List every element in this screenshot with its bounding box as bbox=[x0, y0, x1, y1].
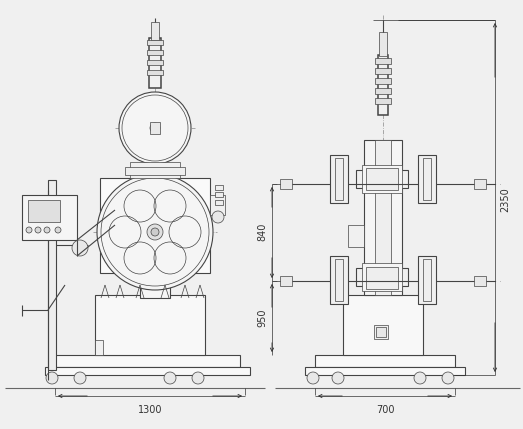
Bar bbox=[474, 179, 486, 189]
Bar bbox=[45, 367, 250, 375]
Bar bbox=[55, 355, 240, 367]
Bar bbox=[150, 122, 160, 134]
Bar bbox=[374, 325, 388, 339]
Bar bbox=[375, 58, 391, 64]
Bar bbox=[356, 268, 408, 286]
Circle shape bbox=[150, 123, 160, 133]
Bar bbox=[147, 50, 163, 55]
Circle shape bbox=[442, 372, 454, 384]
Bar bbox=[330, 256, 348, 304]
Circle shape bbox=[55, 227, 61, 233]
Bar bbox=[215, 200, 223, 205]
Bar bbox=[423, 158, 431, 200]
Bar bbox=[95, 295, 205, 355]
Bar bbox=[348, 225, 364, 247]
Bar bbox=[147, 60, 163, 65]
Bar bbox=[215, 192, 223, 197]
Circle shape bbox=[192, 372, 204, 384]
Bar bbox=[375, 98, 391, 104]
Bar bbox=[378, 55, 388, 115]
Text: 1300: 1300 bbox=[138, 405, 162, 415]
Bar bbox=[48, 180, 56, 370]
Bar bbox=[418, 155, 436, 203]
Bar bbox=[375, 68, 391, 74]
Bar bbox=[130, 162, 180, 178]
Text: 2350: 2350 bbox=[500, 187, 510, 212]
Bar bbox=[28, 200, 60, 222]
Bar bbox=[343, 295, 423, 355]
Circle shape bbox=[307, 372, 319, 384]
Circle shape bbox=[164, 372, 176, 384]
Circle shape bbox=[332, 372, 344, 384]
Bar bbox=[375, 88, 391, 94]
Bar bbox=[335, 158, 343, 200]
Bar bbox=[423, 259, 431, 301]
Bar bbox=[366, 267, 398, 289]
Bar bbox=[474, 276, 486, 286]
Bar bbox=[418, 256, 436, 304]
Bar bbox=[335, 259, 343, 301]
Circle shape bbox=[72, 240, 88, 256]
Text: 840: 840 bbox=[257, 223, 267, 241]
Bar bbox=[305, 367, 465, 375]
Circle shape bbox=[26, 227, 32, 233]
Bar bbox=[22, 195, 77, 240]
Circle shape bbox=[414, 372, 426, 384]
Circle shape bbox=[46, 372, 58, 384]
Circle shape bbox=[119, 92, 191, 164]
Text: 700: 700 bbox=[376, 405, 394, 415]
Bar bbox=[280, 276, 292, 286]
Circle shape bbox=[44, 227, 50, 233]
Bar bbox=[100, 178, 210, 273]
Bar bbox=[149, 38, 161, 88]
Bar bbox=[147, 70, 163, 75]
Bar bbox=[315, 355, 455, 367]
Text: 950: 950 bbox=[257, 309, 267, 327]
Bar bbox=[95, 340, 103, 355]
Bar bbox=[215, 185, 223, 190]
Bar bbox=[375, 78, 391, 84]
Circle shape bbox=[35, 227, 41, 233]
Bar bbox=[210, 195, 225, 215]
Bar bbox=[375, 140, 391, 295]
Bar bbox=[147, 40, 163, 45]
Bar bbox=[362, 263, 402, 291]
Circle shape bbox=[97, 174, 213, 290]
Bar bbox=[330, 155, 348, 203]
Bar bbox=[151, 22, 159, 40]
Circle shape bbox=[212, 211, 224, 223]
Bar bbox=[140, 270, 170, 298]
Bar bbox=[366, 168, 398, 190]
Bar bbox=[356, 170, 408, 188]
Bar bbox=[376, 327, 386, 337]
Circle shape bbox=[151, 228, 159, 236]
Bar bbox=[362, 165, 402, 193]
Circle shape bbox=[74, 372, 86, 384]
Circle shape bbox=[147, 224, 163, 240]
Bar bbox=[280, 179, 292, 189]
Bar bbox=[379, 32, 387, 56]
Bar bbox=[364, 140, 402, 295]
Bar bbox=[125, 167, 185, 175]
